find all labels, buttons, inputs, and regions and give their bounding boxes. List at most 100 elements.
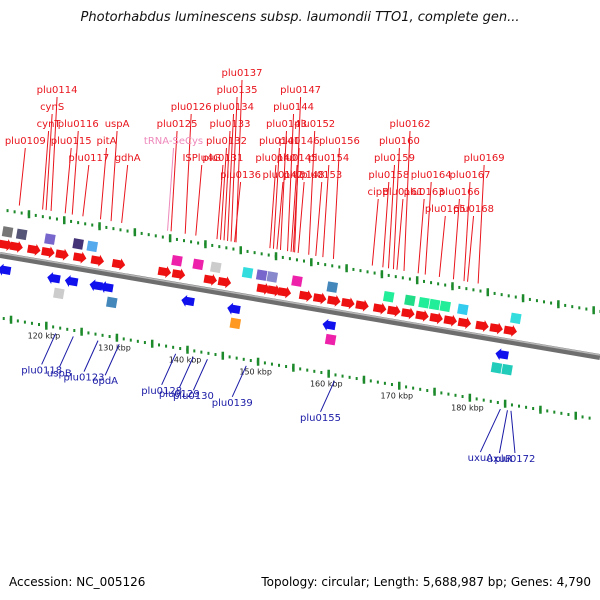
tick-dot [401, 276, 404, 280]
gene-label: plu0165 [425, 204, 466, 215]
scale-label: 130 kbp [98, 344, 131, 353]
tick-dot [214, 353, 217, 357]
label-leader [279, 130, 287, 250]
tick-dot [13, 210, 16, 214]
label-leader [216, 164, 224, 240]
label-leader [332, 147, 340, 259]
tick-dot [303, 259, 306, 263]
tick-dot [154, 234, 157, 238]
forward-gene-arrow [171, 268, 186, 281]
forward-feature-box [326, 281, 339, 293]
tick-dot [423, 279, 426, 283]
forward-gene-arrow [55, 248, 69, 261]
labels: plu0114 cynS cynT plu0109 plu0116 plu0115 plu0… [5, 68, 536, 465]
tick-dot [126, 229, 129, 233]
reverse-gene-arrow [495, 348, 509, 361]
gene-label: plu0164 [411, 170, 452, 181]
forward-gene-arrow [327, 294, 341, 307]
tick-major [256, 357, 260, 366]
forward-feature-box [418, 296, 430, 309]
forward-gene-arrow [387, 305, 401, 318]
tick-dot [472, 288, 475, 292]
tick-dot [581, 415, 584, 419]
reverse-feature-box [490, 362, 503, 374]
gene-label: plu0132 [206, 136, 247, 147]
tick-dot [419, 387, 422, 391]
label-leader [272, 147, 280, 249]
tick-dot [260, 252, 263, 256]
tick-dot [253, 251, 256, 255]
gene-label: plu0126 [171, 102, 212, 113]
label-leader [417, 198, 425, 274]
tick-major [45, 321, 48, 330]
label-leader [161, 353, 177, 386]
tick-dot [267, 253, 270, 257]
label-leader [371, 198, 379, 266]
tick-dot [249, 359, 252, 363]
label-leader [315, 181, 323, 256]
label-leader [178, 356, 194, 389]
tick-dot [20, 211, 23, 215]
label-leader [438, 215, 446, 277]
tick-dot [390, 383, 393, 387]
forward-gene-arrow [217, 276, 232, 289]
label-leader [167, 147, 175, 231]
gene-label: cipB [368, 187, 390, 198]
tick-dot [197, 241, 200, 245]
reverse-feature-box [324, 333, 337, 346]
tick-dot [352, 267, 355, 271]
tick-dot [101, 333, 104, 337]
tick-dot [313, 369, 316, 373]
gene-label: plu0144 [273, 102, 314, 113]
tick-dot [482, 398, 485, 402]
tick-major [186, 345, 189, 354]
reverse-gene-arrow [100, 281, 114, 293]
tick-dot [412, 386, 415, 390]
tick-dot [461, 395, 464, 399]
tick-dot [41, 215, 44, 219]
label-leader [382, 181, 390, 268]
forward-gene-arrow [72, 251, 87, 264]
gene-label: plu0162 [390, 119, 431, 130]
label-leader [477, 164, 485, 284]
gene-label: plu0129 [159, 389, 200, 400]
tick-marks: 120 kbp 130 kbp 140 kbp 150 kbp 160 kbp 170 k… [2, 209, 600, 420]
tick-major [27, 210, 31, 219]
forward-feature-box [1, 226, 14, 238]
forward-gene-arrow [90, 254, 105, 267]
gene-label: plu0130 [173, 391, 214, 402]
forward-feature-box [44, 233, 56, 245]
gene-label: plu0159 [374, 153, 415, 164]
tick-dot [496, 401, 499, 405]
tick-dot [52, 325, 55, 329]
gene-label: opdA [92, 376, 118, 387]
reverse-feature-box [501, 363, 513, 376]
forward-gene-arrow [9, 240, 23, 253]
tick-dot [225, 246, 228, 250]
forward-gene-arrow [429, 312, 443, 325]
tick-dot [165, 344, 168, 348]
tick-dot [38, 323, 41, 327]
tick-dot [84, 222, 87, 226]
gene-label: pitA [97, 136, 117, 147]
gene-label: plu0135 [217, 85, 258, 96]
label-leader [452, 198, 460, 280]
gene-label: plu0125 [157, 119, 198, 130]
forward-gene-arrow [401, 307, 415, 320]
forward-feature-box [382, 290, 395, 303]
gene-label: plu0115 [51, 136, 92, 147]
tick-dot [348, 375, 351, 379]
tick-dot [475, 397, 478, 401]
forward-gene-arrow [489, 322, 503, 335]
gene-label: plu0134 [213, 102, 254, 113]
tick-dot [338, 265, 341, 269]
label-leader [479, 408, 501, 453]
gene-label: cynS [40, 102, 64, 113]
label-leader [322, 164, 330, 258]
tick-major [539, 405, 542, 414]
tick-dot [288, 257, 291, 261]
label-leader [41, 333, 57, 365]
topology-text: Topology: circular; Length: 5,688,987 bp… [261, 575, 591, 589]
gene-label: plu0163 [404, 187, 445, 198]
